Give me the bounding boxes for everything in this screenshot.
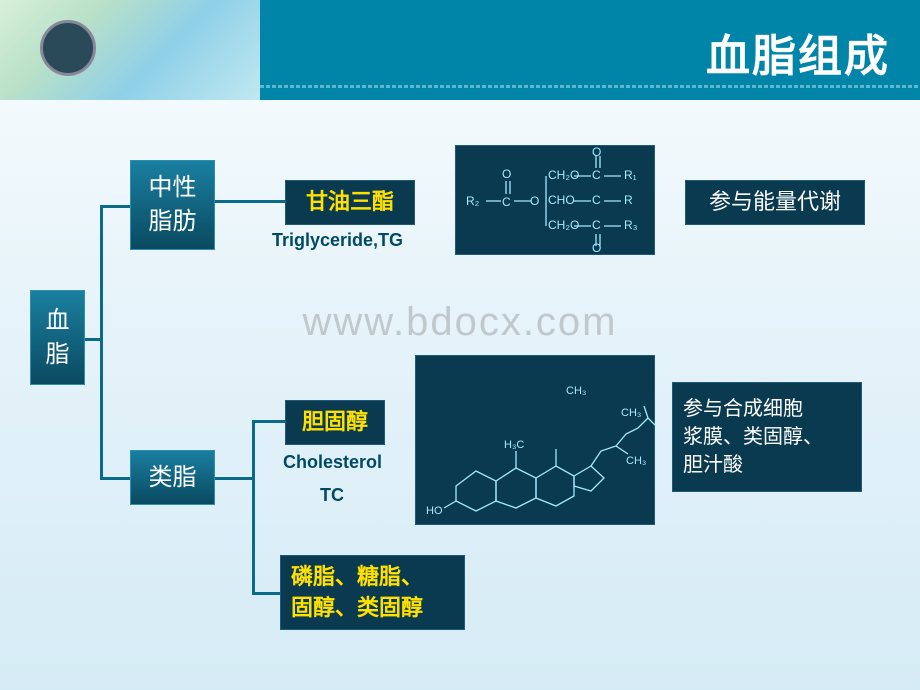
svg-text:O: O: [592, 146, 601, 159]
svg-text:CH₃: CH₃: [626, 455, 646, 467]
cholesterol-subtitle2: TC: [320, 485, 344, 506]
svg-text:R: R: [624, 193, 633, 207]
svg-text:C: C: [502, 195, 511, 209]
svg-text:CH₃: CH₃: [566, 385, 586, 397]
node-root-label: 血 脂: [46, 304, 70, 371]
connector-line: [252, 420, 255, 595]
cholesterol-subtitle: Cholesterol: [283, 452, 382, 473]
svg-text:R₃: R₃: [624, 218, 638, 232]
svg-text:CH₂O: CH₂O: [548, 168, 579, 182]
triglyceride-svg: R₂ C O O CH₂O CHO CH₂O C C C O O R₁ R R₃: [456, 146, 656, 256]
node-root: 血 脂: [30, 290, 85, 385]
node-tg-function: 参与能量代谢: [685, 180, 865, 225]
header-divider: [260, 85, 920, 88]
triglyceride-subtitle: Triglyceride,TG: [272, 230, 403, 251]
slide-title: 血脂组成: [706, 20, 890, 84]
node-chol-function: 参与合成细胞 浆膜、类固醇、 胆汁酸: [672, 382, 862, 492]
watermark-text: www.bdocx.com: [303, 300, 618, 345]
cholesterol-svg: HO H₃C CH₃ CH₃ CH₃: [416, 356, 656, 526]
svg-text:HO: HO: [426, 505, 443, 517]
svg-text:CH₂O: CH₂O: [548, 218, 579, 232]
connector-line: [100, 205, 130, 208]
node-chol-function-label: 参与合成细胞 浆膜、类固醇、 胆汁酸: [683, 395, 823, 479]
svg-text:R₂: R₂: [466, 194, 480, 208]
connector-line: [100, 477, 130, 480]
svg-text:C: C: [592, 168, 601, 182]
svg-text:R₁: R₁: [624, 168, 637, 182]
triglyceride-structure: R₂ C O O CH₂O CHO CH₂O C C C O O R₁ R R₃: [455, 145, 655, 255]
node-neutral-fat: 中性 脂肪: [130, 160, 215, 250]
node-tg-function-label: 参与能量代谢: [709, 187, 841, 218]
connector-line: [252, 420, 285, 423]
node-lipoid-label: 类脂: [149, 461, 197, 495]
node-triglyceride-label: 甘油三酯: [306, 187, 394, 218]
node-triglyceride: 甘油三酯: [285, 180, 415, 225]
node-other-lipids: 磷脂、糖脂、 固醇、类固醇: [280, 555, 465, 630]
connector-line: [215, 477, 255, 480]
svg-text:C: C: [592, 218, 601, 232]
connector-line: [100, 205, 103, 480]
svg-text:O: O: [592, 241, 601, 255]
diagram-canvas: www.bdocx.com 血 脂 中性 脂肪 类脂 甘油三酯 Triglyce…: [0, 100, 920, 690]
node-other-lipids-label: 磷脂、糖脂、 固醇、类固醇: [291, 562, 423, 624]
svg-text:C: C: [592, 193, 601, 207]
node-cholesterol: 胆固醇: [285, 400, 385, 445]
svg-text:O: O: [530, 194, 539, 208]
svg-text:O: O: [502, 167, 511, 181]
slide-header: 血脂组成: [0, 0, 920, 100]
svg-text:CH₃: CH₃: [621, 407, 641, 419]
svg-text:H₃C: H₃C: [504, 439, 524, 451]
node-lipoid: 类脂: [130, 450, 215, 505]
header-medical-image: [0, 0, 260, 100]
node-cholesterol-label: 胆固醇: [302, 407, 368, 438]
node-neutral-fat-label: 中性 脂肪: [149, 171, 197, 238]
connector-line: [252, 592, 280, 595]
svg-text:CHO: CHO: [548, 193, 575, 207]
connector-line: [215, 200, 285, 203]
cholesterol-structure: HO H₃C CH₃ CH₃ CH₃: [415, 355, 655, 525]
